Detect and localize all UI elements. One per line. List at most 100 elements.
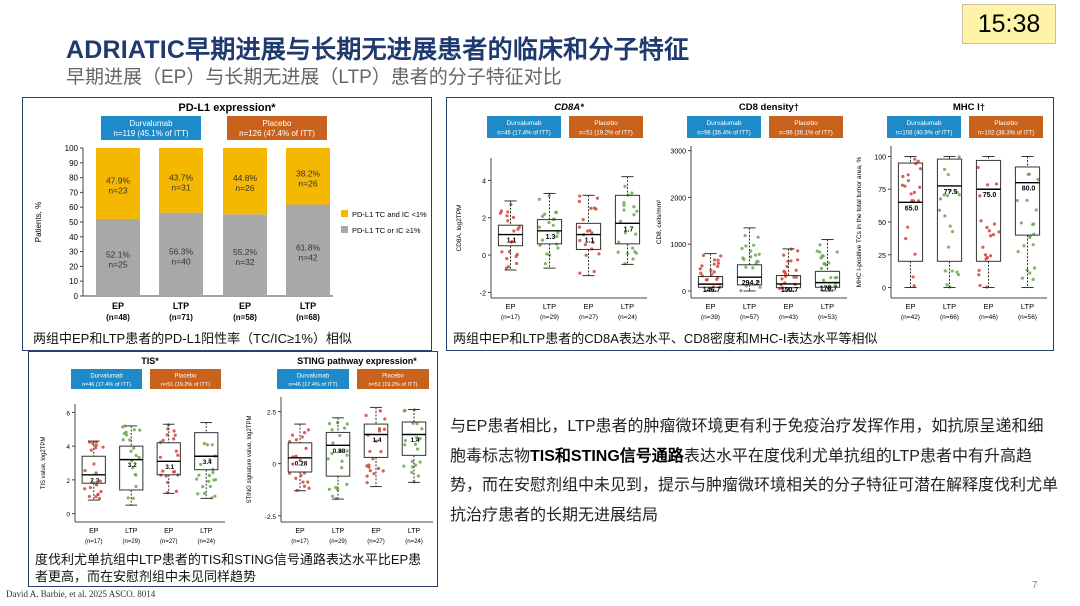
scatter-point [98,479,102,483]
scatter-point [1025,198,1029,202]
scatter-point [413,442,418,446]
scatter-point [780,277,784,281]
group-header-box [227,116,327,140]
scatter-point [955,190,959,194]
group-header-box [569,116,643,138]
scatter-point [137,455,141,459]
scatter-point [97,496,102,501]
y-tick-label: 0 [682,289,686,296]
scatter-point [1031,243,1035,247]
bar-segment-negative [223,148,267,215]
data-label: 56.3% [169,246,194,256]
y-tick-label: 50 [878,220,886,227]
scatter-point [540,238,545,242]
scatter-point [415,421,419,426]
scatter-point [1016,250,1020,254]
scatter-point [950,269,954,273]
group-header-n: n=46 (17.4% of ITT) [497,131,551,137]
pdl1-caption: 两组中EP和LTP患者的PD-L1阳性率（TC/IC≥1%）相似 [33,331,352,346]
group-header-n: n=119 (45.1% of ITT) [113,129,189,138]
y-tick-label: -2 [480,290,486,297]
data-label-n: n=26 [235,183,254,193]
scatter-point [909,192,913,196]
scatter-point [161,469,165,473]
y-axis-label: Patients, % [34,202,43,242]
scatter-point [326,457,330,461]
x-category-label: EP [783,302,793,311]
scatter-point [945,193,949,198]
y-tick-label: 10 [69,277,78,286]
scatter-point [994,182,999,186]
scatter-point [294,476,298,480]
scatter-point [942,193,946,197]
scatter-point [622,203,626,207]
data-label: 52.1% [106,249,131,259]
scatter-point [377,427,382,431]
scatter-point [913,157,917,161]
box [119,445,144,491]
group-header-label: Durvalumab [90,373,123,379]
x-category-label: EP [239,301,251,311]
group-header-label: Placebo [594,120,618,127]
scatter-point [505,214,509,218]
summary-bold: TIS和STING信号通路 [530,447,684,465]
scatter-point [345,422,349,426]
scatter-point [512,229,516,233]
scatter-point [829,276,833,280]
y-tick-label: 6 [66,410,70,417]
scatter-point [957,155,961,159]
scatter-point [134,484,138,489]
scatter-point [618,219,623,223]
scatter-point [956,273,961,277]
scatter-point [835,250,839,254]
scatter-point [1020,276,1024,280]
x-category-label: EP [705,302,715,311]
bar-segment-positive [286,204,330,296]
scatter-point [943,214,947,218]
group-header-box [150,369,221,389]
x-category-n: (n=27) [367,539,385,545]
x-category-label: LTP [821,302,834,311]
scatter-point [819,256,823,260]
scatter-point [591,240,595,244]
scatter-point [174,449,178,453]
scatter-point [758,285,762,289]
scatter-point [368,449,372,454]
legend-label: PD-L1 TC or IC ≥1% [352,226,421,235]
scatter-point [327,487,331,491]
median-label: 2.3 [90,477,99,484]
scatter-point [946,173,950,177]
scatter-point [195,477,199,481]
data-label-n: n=31 [171,182,190,192]
x-category-n: (n=42) [901,314,920,321]
chart-title: TIS* [141,356,159,366]
mhc-chart: MHC I† Durvalumab n=108 (40.9% of ITT) Plac… [856,102,1047,321]
scatter-point [789,259,793,263]
scatter-point [594,207,598,211]
x-category-label: EP [983,302,993,311]
box [575,222,602,250]
scatter-point [699,271,703,275]
scatter-point [207,479,211,483]
x-category-n: (n=66) [940,314,959,321]
scatter-point [94,495,98,499]
y-tick-label: 2 [66,478,70,485]
scatter-point [410,459,414,464]
bar-segment-positive [96,218,140,296]
scatter-point [500,250,504,254]
scatter-point [631,257,635,261]
y-tick-label: 2000 [670,195,686,202]
data-label: 47.9% [106,175,131,185]
x-category-n: (n=29) [540,314,559,321]
x-category-label: LTP [125,528,138,535]
scatter-point [121,425,125,429]
scatter-point [202,441,207,446]
scatter-point [821,278,826,282]
data-label-n: n=42 [298,252,317,262]
median-label: 294.2 [742,280,760,287]
scatter-point [410,465,415,469]
scatter-point [756,235,760,239]
scatter-point [992,222,997,226]
data-label-n: n=25 [108,259,127,269]
